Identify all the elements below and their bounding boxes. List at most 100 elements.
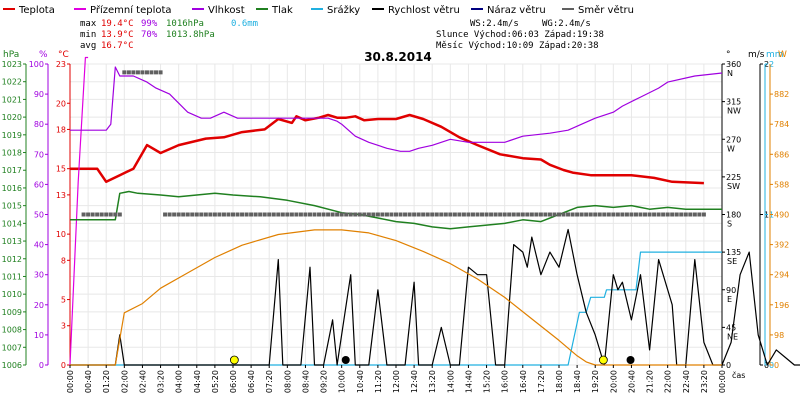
legend-label: Rychlost větru — [388, 4, 460, 16]
stat-avg-temp: 16.7°C — [101, 41, 134, 51]
axis-tick-label-dir: 0 — [726, 361, 731, 370]
wind-direction-point — [181, 212, 186, 217]
wind-direction-point — [575, 212, 580, 217]
axis-tick-label-dir: 360 — [726, 60, 741, 69]
wind-direction-point — [439, 212, 444, 217]
wind-direction-point — [430, 212, 435, 217]
axis-compass-label: NW — [727, 107, 741, 116]
x-tick-label: 05:20 — [211, 370, 220, 393]
wind-direction-point — [199, 212, 204, 217]
x-axis-label: čas — [732, 370, 745, 380]
axis-tick-label-dir: 180 — [726, 211, 741, 220]
x-tick-label: 21:20 — [646, 370, 655, 393]
axis-tick-label-dir: 45 — [726, 323, 736, 332]
wind-direction-point — [470, 212, 475, 217]
wind-direction-point — [366, 212, 371, 217]
stats-panel: max 19.4°C 99% 1016hPa 0.6mm min 13.9°C … — [80, 19, 604, 51]
axis-tick-label-dir: 270 — [726, 135, 741, 144]
wind-direction-point — [606, 212, 611, 217]
wind-direction-point — [466, 212, 471, 217]
wind-direction-point — [375, 212, 380, 217]
wind-direction-point — [679, 212, 684, 217]
stat-max-temp: 19.4°C — [101, 19, 134, 29]
wind-direction-point — [643, 212, 648, 217]
axis-tick-label-percent: 100 — [29, 60, 44, 69]
wind-direction-point — [579, 212, 584, 217]
wind-direction-point — [683, 212, 688, 217]
wind-direction-point — [502, 212, 507, 217]
axis-tick-label-hpa: 1017 — [2, 166, 22, 175]
axis-tick-label-degc: 0 — [61, 361, 66, 370]
axis-tick-label-percent: 20 — [34, 301, 44, 310]
axis-tick-label-percent: 60 — [34, 180, 44, 189]
x-tick-label: 12:40 — [410, 370, 419, 393]
wind-direction-point — [330, 212, 335, 217]
wind-direction-point — [425, 212, 430, 217]
wind-direction-point — [307, 212, 312, 217]
x-tick-label: 20:00 — [609, 370, 618, 393]
wind-direction-point — [597, 212, 602, 217]
axis-tick-label-degc: 10 — [56, 230, 66, 239]
axis-tick-label-hpa: 1023 — [2, 60, 22, 69]
axis-tick-label-percent: 0 — [39, 361, 44, 370]
wind-direction-point — [185, 212, 190, 217]
wind-direction-point — [602, 212, 607, 217]
x-tick-label: 19:20 — [591, 370, 600, 393]
wind-direction-point — [416, 212, 421, 217]
wind-direction-point — [122, 70, 127, 75]
stat-max-rain: 0.6mm — [231, 19, 258, 29]
axis-tick-label-hpa: 1013 — [2, 237, 22, 246]
axis-tick-label-hpa: 1015 — [2, 202, 22, 211]
axis-tick-label-hpa: 1008 — [2, 326, 22, 335]
axis-tick-label-w: 392 — [774, 241, 789, 250]
wind-direction-point — [443, 212, 448, 217]
axis-tick-label-dir: 135 — [726, 248, 741, 257]
axis-tick-label-hpa: 1021 — [2, 95, 22, 104]
wind-direction-point — [434, 212, 439, 217]
wind-direction-point — [692, 212, 697, 217]
wind-direction-point — [461, 212, 466, 217]
x-tick-label: 10:40 — [356, 370, 365, 393]
wind-direction-point — [99, 212, 104, 217]
wind-direction-point — [321, 212, 326, 217]
wind-direction-point — [176, 212, 181, 217]
axis-compass-label: NE — [727, 332, 738, 341]
axis-tick-label-degc: 5 — [61, 296, 66, 305]
wind-direction-point — [484, 212, 489, 217]
axis-tick-label-percent: 70 — [34, 150, 44, 159]
wind-direction-point — [701, 212, 706, 217]
axis-tick-label-w: 784 — [774, 120, 789, 129]
series-line-přízemní-teplota — [69, 56, 89, 366]
stat-max-hum: 99% — [141, 19, 158, 29]
wind-direction-point — [593, 212, 598, 217]
axis-tick-label-hpa: 1022 — [2, 78, 22, 87]
axis-title-dir: ° — [726, 50, 731, 60]
wind-direction-point — [380, 212, 385, 217]
stat-min-hum: 70% — [141, 30, 158, 40]
x-tick-label: 16:00 — [501, 370, 510, 393]
series-line-srážky — [70, 251, 722, 366]
axis-title-ms: m/s — [748, 50, 765, 60]
stat-min-press: 1013.8hPa — [166, 30, 215, 40]
series-line-solar — [70, 229, 722, 366]
wind-direction-point — [190, 212, 195, 217]
wind-direction-point — [480, 212, 485, 217]
wind-direction-point — [126, 70, 131, 75]
x-tick-label: 14:40 — [464, 370, 473, 393]
wind-direction-point — [231, 212, 235, 217]
wind-direction-point — [638, 212, 643, 217]
axis-tick-label-hpa: 1007 — [2, 343, 22, 352]
wind-direction-point — [452, 212, 457, 217]
wind-direction-point — [81, 212, 86, 217]
series-line-rychlost-větru — [70, 228, 800, 366]
wind-direction-point — [249, 212, 254, 217]
wind-direction-point — [520, 212, 525, 217]
wind-direction-point — [697, 212, 702, 217]
wind-direction-point — [516, 212, 521, 217]
wind-direction-point — [303, 212, 308, 217]
wind-direction-point — [289, 212, 294, 217]
wind-direction-point — [172, 212, 177, 217]
wind-direction-point — [674, 212, 679, 217]
sun-marker — [229, 355, 239, 365]
